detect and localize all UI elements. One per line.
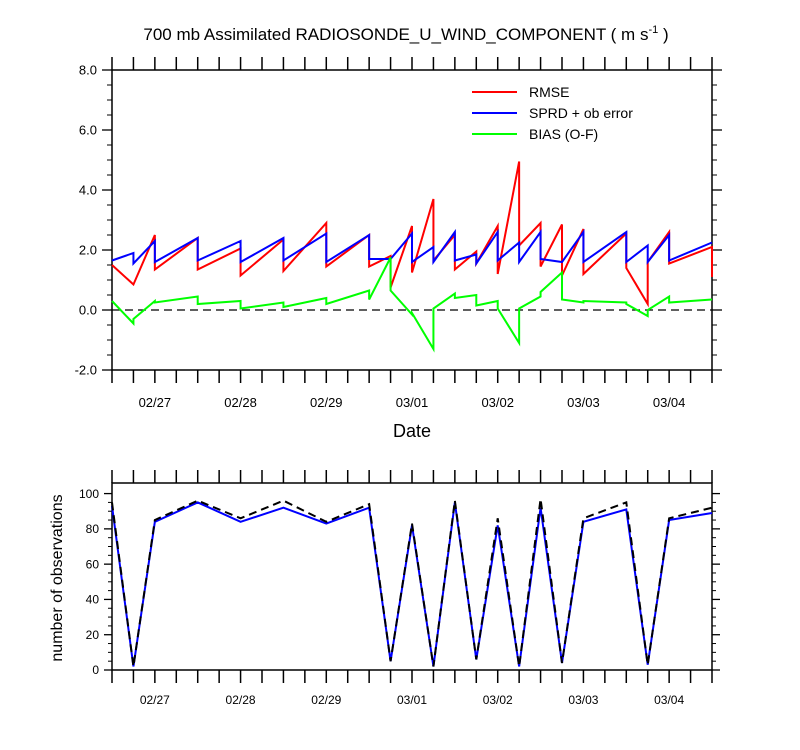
series-line-bias-o-f xyxy=(111,257,713,353)
x-tick-label: 02/27 xyxy=(139,395,172,410)
x-tick-label: 03/02 xyxy=(483,693,513,707)
y-tick-label: 0.0 xyxy=(79,303,97,318)
y-axis-label: number of observations xyxy=(49,494,66,661)
y-tick-label: 60 xyxy=(86,557,100,571)
legend-label: BIAS (O-F) xyxy=(529,126,598,142)
x-tick-label: 03/01 xyxy=(396,395,429,410)
x-tick-label: 03/03 xyxy=(568,693,598,707)
y-tick-label: 100 xyxy=(79,487,99,501)
x-tick-label: 03/04 xyxy=(653,395,686,410)
x-tick-label: 03/03 xyxy=(567,395,600,410)
chart-title-end: ) xyxy=(658,25,668,44)
chart-title-superscript: -1 xyxy=(648,24,658,36)
y-tick-label: 6.0 xyxy=(79,123,97,138)
chart-title: 700 mb Assimilated RADIOSONDE_U_WIND_COM… xyxy=(143,24,668,44)
legend-label: SPRD + ob error xyxy=(529,105,633,121)
series-line-sprd-ob-error xyxy=(111,228,713,267)
series-line-possible-observations xyxy=(111,498,713,667)
y-tick-label: -2.0 xyxy=(75,363,97,378)
top-panel: -2.0 0.0 2.0 4.0 6.0 8.0 02/27 02/28 02/29 03/01 0… xyxy=(75,57,722,410)
y-tick-label: 2.0 xyxy=(79,243,97,258)
y-tick-label: 0 xyxy=(92,663,99,677)
x-tick-label: 02/28 xyxy=(224,395,257,410)
x-tick-label: 02/28 xyxy=(226,693,256,707)
legend-label: RMSE xyxy=(529,84,569,100)
y-tick-label: 4.0 xyxy=(79,183,97,198)
chart-title-main: 700 mb Assimilated RADIOSONDE_U_WIND_COM… xyxy=(143,25,648,44)
x-axis-label: Date xyxy=(393,421,431,441)
x-tick-label: 02/29 xyxy=(311,693,341,707)
y-tick-label: 20 xyxy=(86,628,100,642)
x-tick-label: 03/01 xyxy=(397,693,427,707)
x-tick-label: 02/27 xyxy=(140,693,170,707)
x-tick-label: 02/29 xyxy=(310,395,343,410)
x-tick-label: 03/04 xyxy=(654,693,684,707)
y-tick-label: 8.0 xyxy=(79,63,97,78)
y-tick-label: 40 xyxy=(86,593,100,607)
x-tick-label: 03/02 xyxy=(481,395,514,410)
bottom-panel: 0 20 40 60 80 100 02/27 02/28 02/29 03/01 03/02 03/… xyxy=(79,470,720,707)
y-tick-label: 80 xyxy=(86,522,100,536)
